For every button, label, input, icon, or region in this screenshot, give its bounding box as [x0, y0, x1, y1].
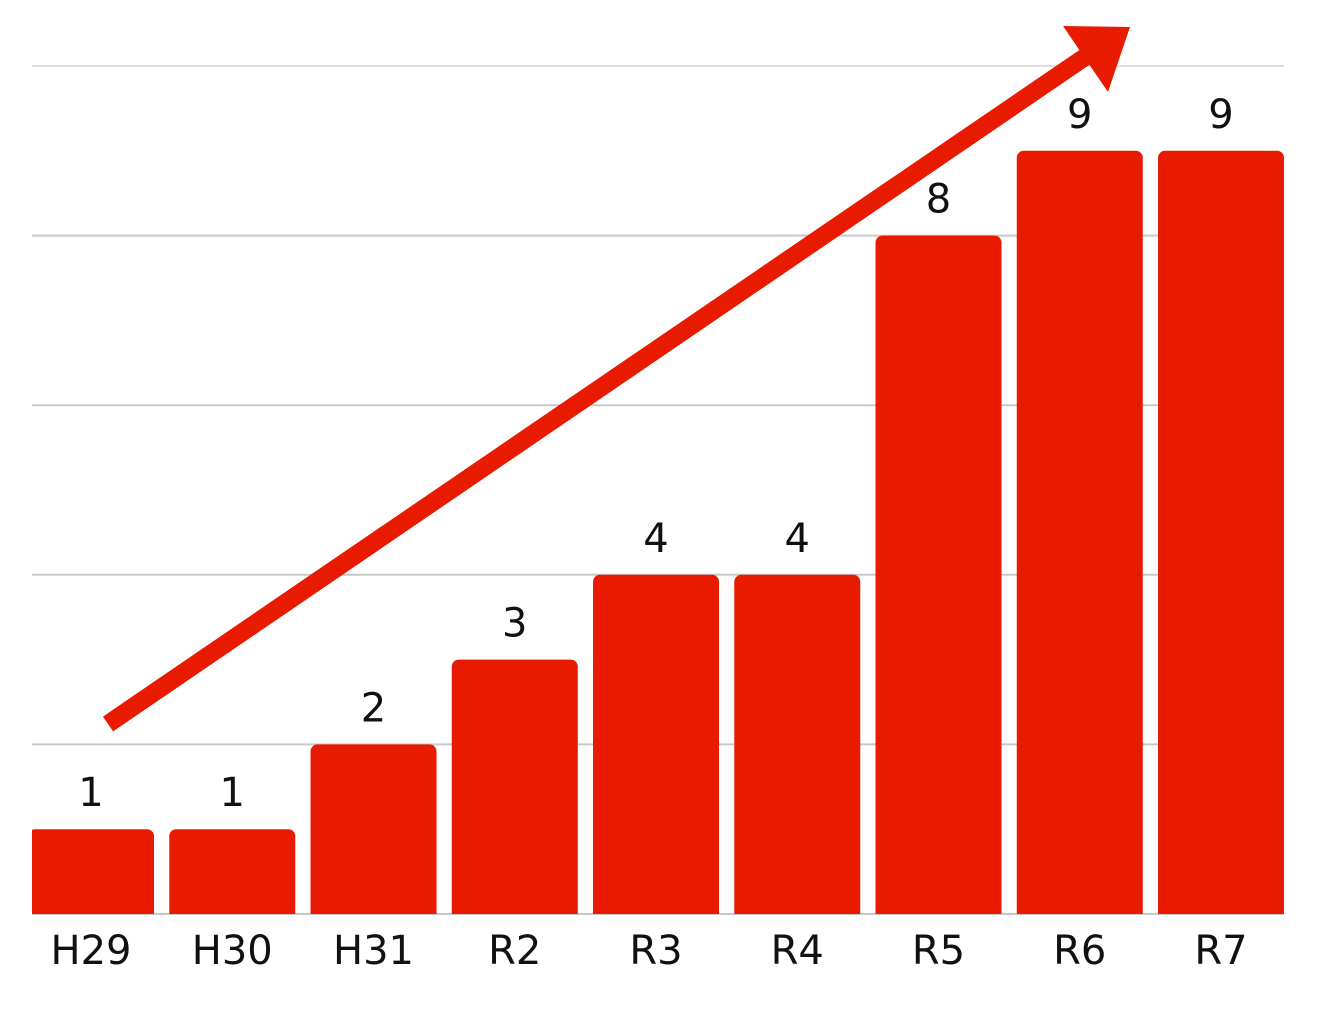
x-tick-label: R7	[1194, 928, 1247, 974]
labels: H29 1 H30 1 H31 2 R2 3 R3 4 R4 4 R5 8 R6 9 R7 9	[51, 92, 1248, 974]
trend-arrow	[102, 26, 1130, 732]
bars	[32, 150, 1284, 914]
bar	[875, 235, 1002, 914]
arrow-head	[1063, 26, 1130, 92]
value-label: 4	[785, 516, 810, 562]
x-tick-label: H31	[333, 928, 414, 974]
x-tick-label: R5	[912, 928, 965, 974]
bar	[310, 744, 437, 914]
bar	[1016, 150, 1143, 914]
bar	[593, 574, 720, 914]
x-tick-label: R2	[488, 928, 541, 974]
value-label: 9	[1067, 92, 1092, 138]
value-label: 8	[926, 177, 951, 223]
bar	[1158, 150, 1284, 914]
x-tick-label: R4	[771, 928, 824, 974]
value-label: 2	[361, 685, 386, 731]
arrow-shaft	[102, 47, 1094, 732]
value-label: 3	[502, 601, 527, 647]
x-tick-label: H30	[192, 928, 273, 974]
value-label: 1	[220, 770, 245, 816]
value-label: 4	[643, 516, 668, 562]
bar	[734, 574, 861, 914]
bar	[169, 829, 296, 914]
bar	[451, 659, 578, 914]
bar	[32, 829, 155, 914]
x-tick-label: R6	[1053, 928, 1106, 974]
x-tick-label: R3	[629, 928, 682, 974]
value-label: 1	[78, 770, 103, 816]
x-tick-label: H29	[51, 928, 132, 974]
value-label: 9	[1208, 92, 1233, 138]
